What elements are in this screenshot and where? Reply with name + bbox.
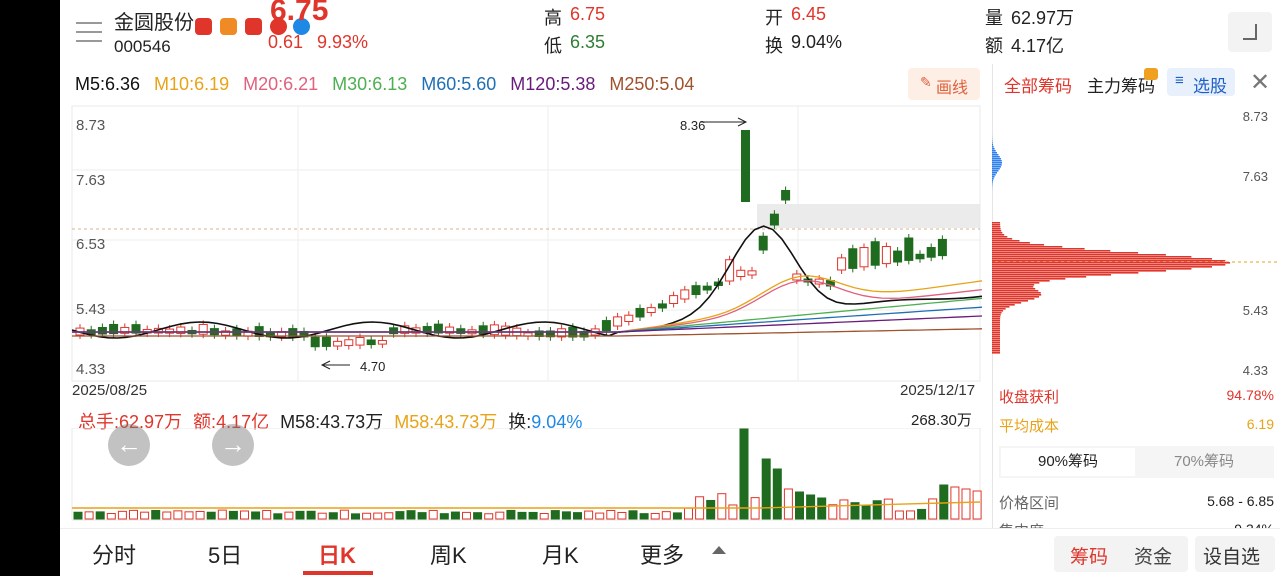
ma-legend-item: M120:5.38 xyxy=(510,74,596,94)
tab-all-chips[interactable]: 全部筹码 xyxy=(1004,77,1072,96)
expand-icon xyxy=(1243,24,1257,40)
margin-badge-icon xyxy=(195,18,212,35)
turnover-value: 9.04% xyxy=(791,32,843,52)
ma-legend-item: M60:5.60 xyxy=(421,74,497,94)
volume-value: 62.97万 xyxy=(1011,8,1075,28)
chip90-tab[interactable]: 90%筹码 xyxy=(1001,448,1135,476)
price-axis-label: 4.33 xyxy=(76,361,105,378)
turnover-label: 换 xyxy=(765,36,783,56)
amount-value: 4.17亿 xyxy=(1011,36,1065,56)
date-start-label: 2025/08/25 xyxy=(72,382,147,399)
hk-connect-badge-icon xyxy=(220,18,237,35)
volume-legend: 总手:62.97万 额:4.17亿 M58:43.73万 M58:43.73万 … xyxy=(78,408,582,434)
low-label: 低 xyxy=(544,36,562,56)
lock-badge-icon xyxy=(1144,68,1158,80)
stock-name: 金圆股份 xyxy=(114,12,194,34)
fire-badge-icon xyxy=(270,18,287,35)
volume-m58-black: M58:43.73万 xyxy=(280,412,384,432)
funds-button[interactable]: 资金 xyxy=(1134,547,1173,568)
prev-arrow-button[interactable]: ← xyxy=(108,424,150,466)
hot-badge-icon xyxy=(245,18,262,35)
high-label: 高 xyxy=(544,8,562,28)
volume-turnover-value: 9.04% xyxy=(531,412,583,432)
ma-legend-item: M10:6.19 xyxy=(154,74,230,94)
price-change-pct: 9.93% xyxy=(317,32,369,52)
info-badge-icon xyxy=(293,18,310,35)
price-axis-label: 8.73 xyxy=(76,117,105,134)
volume-label: 量 xyxy=(985,8,1003,28)
add-watchlist-button[interactable]: 设自选 xyxy=(1195,536,1275,572)
current-price: 6.75 xyxy=(270,0,329,27)
low-value: 6.35 xyxy=(570,32,606,52)
next-arrow-button[interactable]: → xyxy=(212,424,254,466)
tab-intraday[interactable]: 分时 xyxy=(92,543,137,568)
draw-line-button[interactable]: ✎ 画线 xyxy=(908,68,980,100)
arrow-right-icon: → xyxy=(220,429,246,459)
volume-m58-orange: M58:43.73万 xyxy=(394,412,498,432)
date-end-label: 2025/12/17 xyxy=(900,382,975,399)
volume-max-label: 268.30万 xyxy=(911,412,972,429)
volume-amount: 额:4.17亿 xyxy=(193,412,270,432)
chip-range-toggle: 90%筹码 70%筹码 xyxy=(999,446,1274,478)
price-change: 0.61 xyxy=(268,32,304,52)
chip-axis-label: 7.63 xyxy=(1243,169,1268,184)
chip70-tab[interactable]: 70%筹码 xyxy=(1173,453,1235,470)
open-label: 开 xyxy=(765,8,783,28)
bottom-segment: 筹码 资金 xyxy=(1054,536,1188,572)
volume-chart[interactable] xyxy=(60,428,990,522)
profit-label: 收盘获利 xyxy=(999,389,1060,406)
chip-distribution-chart: 8.73 7.63 5.43 4.33 xyxy=(992,109,1280,378)
tab-monthly-k[interactable]: 月K xyxy=(542,543,579,568)
list-icon: ≡ xyxy=(1175,72,1184,89)
ma-legend-item: M30:6.13 xyxy=(332,74,408,94)
chip-axis-label: 8.73 xyxy=(1243,109,1268,124)
ma-legend-item: M250:5.04 xyxy=(609,74,695,94)
tab-5day[interactable]: 5日 xyxy=(208,543,243,568)
kline-chart[interactable]: 8.73 7.63 6.53 5.43 4.33 2025/08/25 2025… xyxy=(60,100,990,405)
high-value: 6.75 xyxy=(570,4,606,24)
ma-legend-item: M20:6.21 xyxy=(243,74,319,94)
volume-total: 总手:62.97万 xyxy=(78,412,183,432)
chip-axis-label: 5.43 xyxy=(1243,303,1268,318)
low-annotation: 4.70 xyxy=(360,359,385,374)
tab-daily-k[interactable]: 日K xyxy=(318,543,356,568)
stock-app: 金圆股份 000546 6.75 0.61 9.93% 高 6.75 低 6.3… xyxy=(60,0,1280,576)
high-annotation: 8.36 xyxy=(680,118,705,133)
volume-turnover-label: 换: xyxy=(508,412,532,432)
price-range-value: 5.68 - 6.85 xyxy=(1207,493,1274,509)
select-stock-button[interactable]: ≡ 选股 xyxy=(1167,68,1235,96)
price-range-label: 价格区间 xyxy=(999,495,1060,512)
pencil-icon: ✎ xyxy=(920,74,932,90)
menu-icon[interactable] xyxy=(76,20,102,44)
amount-label: 额 xyxy=(985,36,1003,56)
draw-line-label: 画线 xyxy=(936,80,969,97)
avg-cost-value: 6.19 xyxy=(1246,416,1274,432)
avg-cost-label: 平均成本 xyxy=(999,418,1060,435)
active-tab-indicator xyxy=(303,571,373,575)
open-value: 6.45 xyxy=(791,4,827,24)
caret-up-icon[interactable] xyxy=(712,546,726,554)
tab-main-chips[interactable]: 主力筹码 xyxy=(1087,77,1155,96)
price-axis-label: 7.63 xyxy=(76,172,105,189)
select-stock-label: 选股 xyxy=(1193,77,1227,96)
ma-legend-item: M5:6.36 xyxy=(75,74,141,94)
close-icon[interactable]: ✕ xyxy=(1249,69,1271,96)
chips-button[interactable]: 筹码 xyxy=(1070,547,1109,568)
tab-more[interactable]: 更多 xyxy=(640,543,685,568)
chip-axis-label: 4.33 xyxy=(1243,363,1268,378)
add-watchlist-label: 设自选 xyxy=(1203,547,1261,568)
ma-legend: M5:6.36 M10:6.19 M20:6.21 M30:6.13 M60:5.60 M… xyxy=(75,74,708,95)
arrow-left-icon: ← xyxy=(116,429,142,459)
price-axis-label: 6.53 xyxy=(76,236,105,253)
profit-value: 94.78% xyxy=(1226,387,1274,403)
price-axis-label: 5.43 xyxy=(76,301,105,318)
stock-code: 000546 xyxy=(114,37,171,56)
tab-weekly-k[interactable]: 周K xyxy=(430,543,467,568)
fullscreen-button[interactable] xyxy=(1228,12,1272,52)
